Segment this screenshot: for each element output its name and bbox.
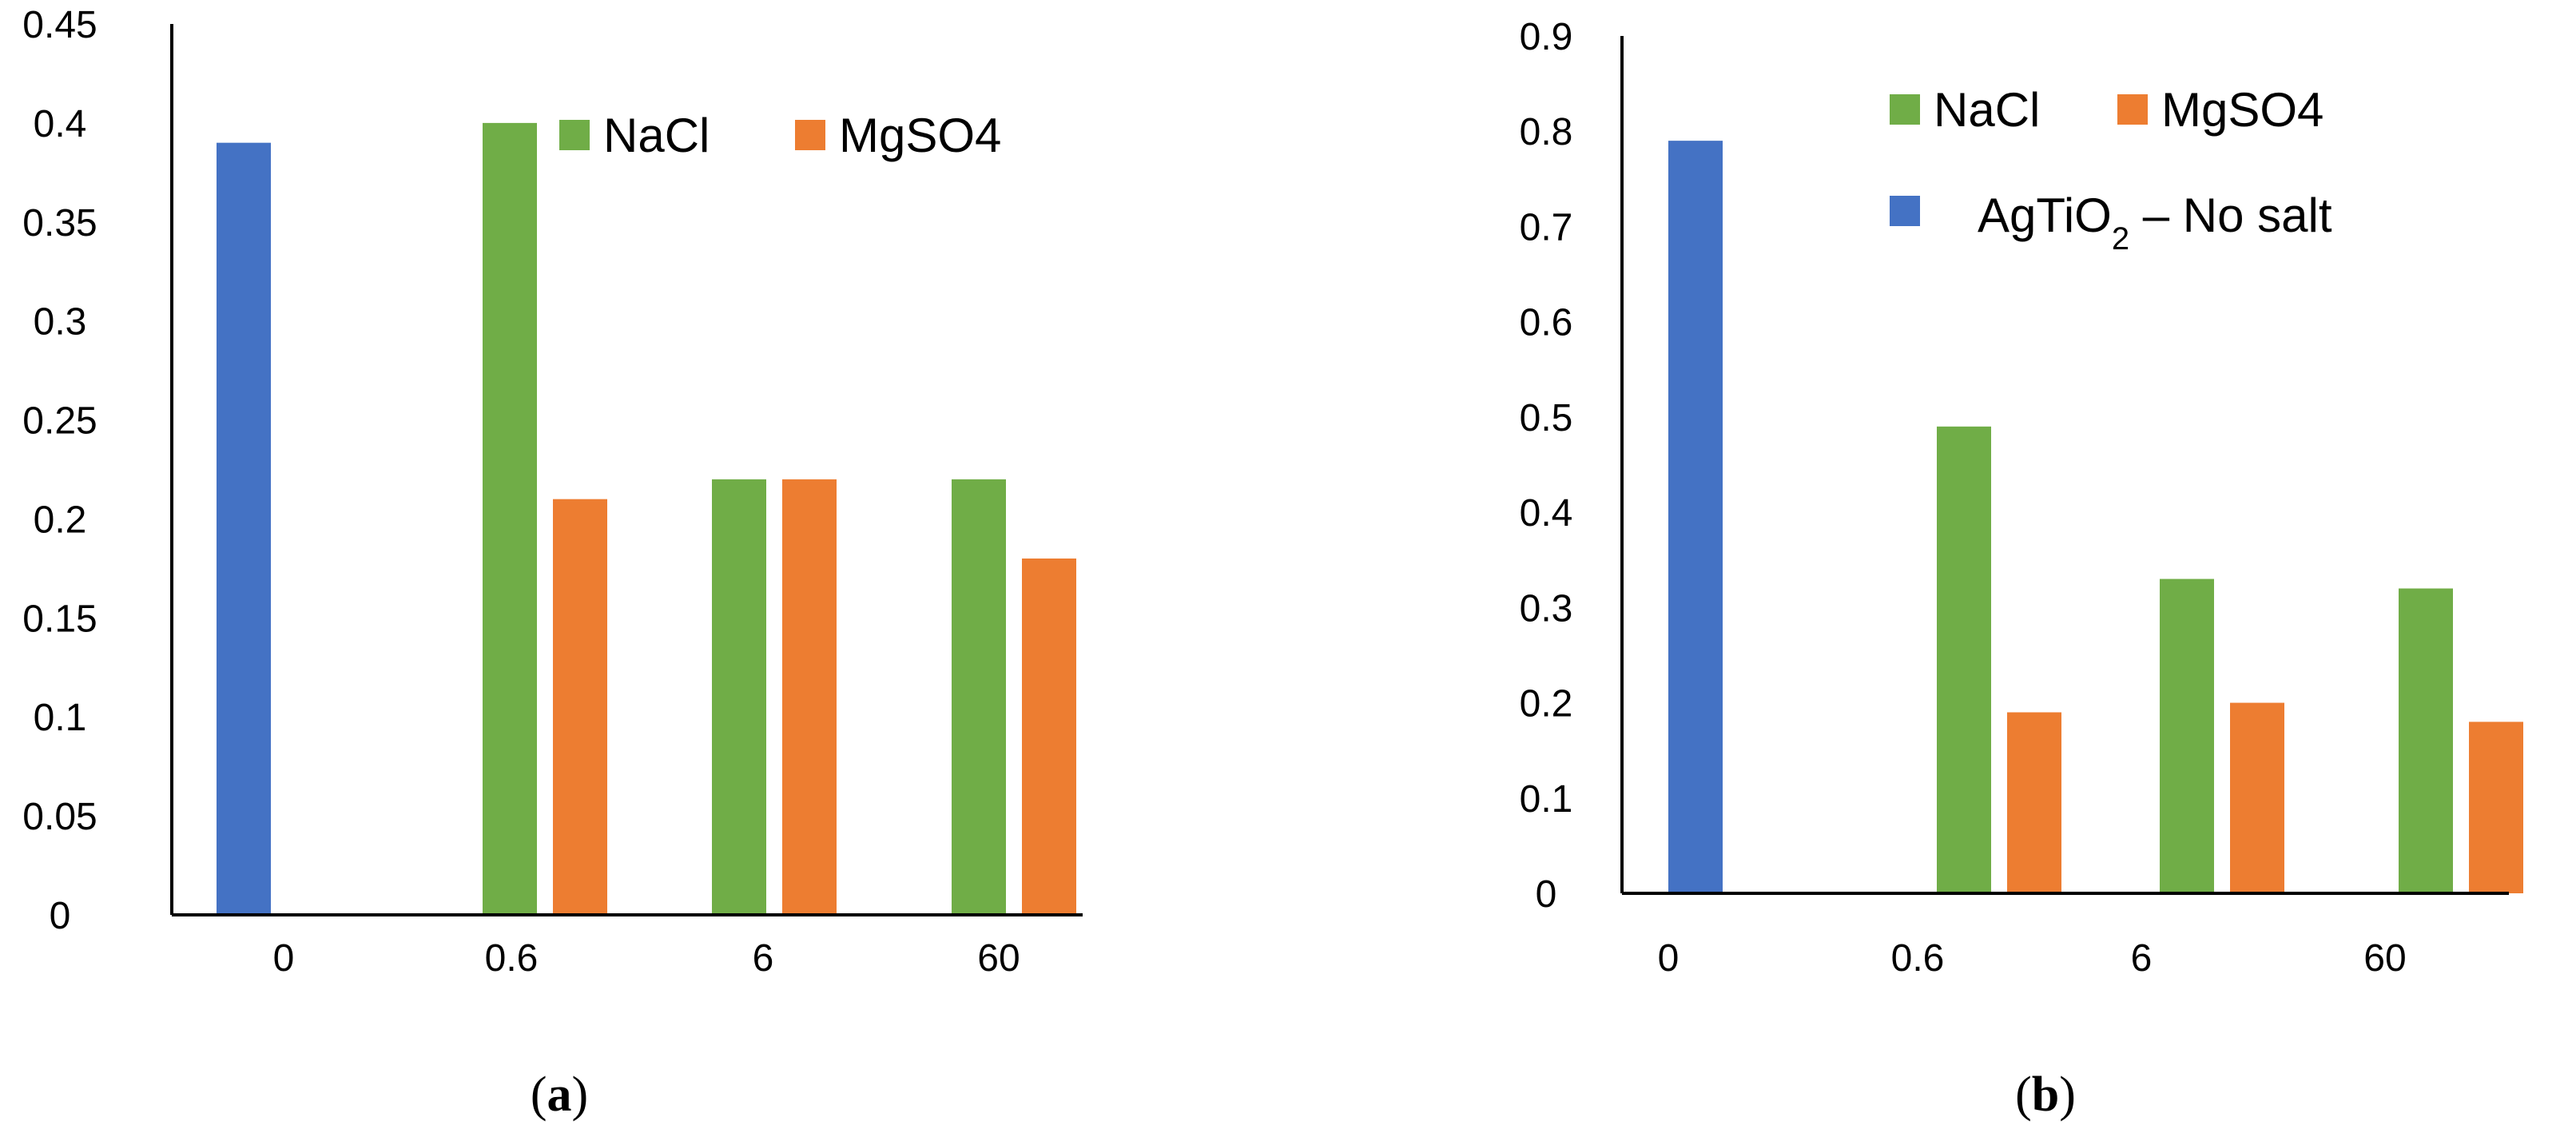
bar-mgso4-6 xyxy=(782,479,837,915)
legend-swatch-nacl-b xyxy=(1890,94,1920,125)
x-tick-label: 60 xyxy=(977,937,1020,980)
panel-label-b: (b) xyxy=(2015,1067,2076,1122)
y-tick-label: 0.3 xyxy=(34,301,87,344)
y-tick-label: 0.35 xyxy=(22,202,97,245)
y-tick-label: 0.15 xyxy=(22,598,97,640)
y-tick-label: 0.05 xyxy=(22,796,97,838)
x-tick-label: 0 xyxy=(273,937,295,980)
legend-swatch-no-salt-b xyxy=(1890,196,1920,226)
legend-label-nacl-a: NaCl xyxy=(603,109,710,162)
y-tick-label: 0 xyxy=(1536,873,1557,916)
legend-b: NaCl MgSO4 AgTiO2 – No salt xyxy=(1890,83,2332,256)
bars-a xyxy=(217,122,1076,915)
chart-panel-b: 0 0.1 0.2 0.3 0.4 0.5 0.6 0.7 0.8 0.9 0 0.6 6 60 NaC… xyxy=(1520,16,2523,1122)
x-tick-label: 0.6 xyxy=(485,937,539,980)
bar-no-salt-0 xyxy=(217,142,271,915)
bar-nacl-60 xyxy=(2399,588,2453,893)
y-tick-label: 0.9 xyxy=(1520,16,1573,58)
bar-mgso4-60 xyxy=(1022,559,1076,915)
x-tick-label: 0.6 xyxy=(1891,937,1945,980)
y-tick-label: 0.8 xyxy=(1520,111,1573,153)
y-tick-label: 0.5 xyxy=(1520,397,1573,439)
legend-swatch-mgso4-b xyxy=(2117,94,2148,125)
x-tick-label: 0 xyxy=(1658,937,1680,980)
legend-swatch-nacl-a xyxy=(559,120,590,150)
bar-mgso4-6 xyxy=(2230,702,2284,893)
bar-no-salt-0 xyxy=(1668,141,1723,894)
x-tick-label: 6 xyxy=(753,937,774,980)
x-tick-labels-a: 0 0.6 6 60 xyxy=(273,937,1020,980)
legend-label-mgso4-a: MgSO4 xyxy=(839,109,1001,162)
x-tick-label: 6 xyxy=(2131,937,2153,980)
panel-label-a: (a) xyxy=(531,1067,588,1122)
bars-b xyxy=(1668,141,2523,894)
y-tick-label: 0 xyxy=(50,895,71,937)
bar-nacl-60 xyxy=(952,479,1006,915)
bar-mgso4-0.6 xyxy=(2007,712,2061,893)
x-tick-label: 60 xyxy=(2363,937,2406,980)
chart-panel-a: 0 0.05 0.1 0.15 0.2 0.25 0.3 0.35 0.4 0.45 0 0.6 6 6… xyxy=(22,4,1083,1122)
y-tick-label: 0.6 xyxy=(1520,302,1573,344)
y-tick-label: 0.4 xyxy=(1520,492,1573,535)
legend-swatch-mgso4-a xyxy=(795,120,825,150)
legend-a: NaCl MgSO4 xyxy=(559,109,1001,162)
bar-nacl-6 xyxy=(712,479,766,915)
legend-label-nacl-b: NaCl xyxy=(1934,83,2040,137)
y-tick-label: 0.25 xyxy=(22,400,97,443)
bar-nacl-0.6 xyxy=(483,122,537,915)
bar-mgso4-60 xyxy=(2469,722,2523,893)
y-tick-label: 0.3 xyxy=(1520,587,1573,630)
y-tick-label: 0.7 xyxy=(1520,206,1573,248)
legend-label-no-salt-b: AgTiO2 – No salt xyxy=(1978,189,2332,256)
legend-label-mgso4-b: MgSO4 xyxy=(2161,83,2324,137)
y-tick-label: 0.2 xyxy=(34,499,87,541)
bar-nacl-6 xyxy=(2160,578,2214,893)
y-tick-label: 0.4 xyxy=(34,103,87,145)
y-tick-label: 0.2 xyxy=(1520,683,1573,726)
y-tick-labels-b: 0 0.1 0.2 0.3 0.4 0.5 0.6 0.7 0.8 0.9 xyxy=(1520,16,1573,916)
x-tick-labels-b: 0 0.6 6 60 xyxy=(1658,937,2407,980)
y-tick-label: 0.1 xyxy=(34,697,87,739)
y-tick-labels-a: 0 0.05 0.1 0.15 0.2 0.25 0.3 0.35 0.4 0.45 xyxy=(22,4,97,937)
y-tick-label: 0.45 xyxy=(22,4,97,46)
bar-nacl-0.6 xyxy=(1937,426,1991,893)
bar-mgso4-0.6 xyxy=(553,499,607,915)
y-tick-label: 0.1 xyxy=(1520,778,1573,821)
